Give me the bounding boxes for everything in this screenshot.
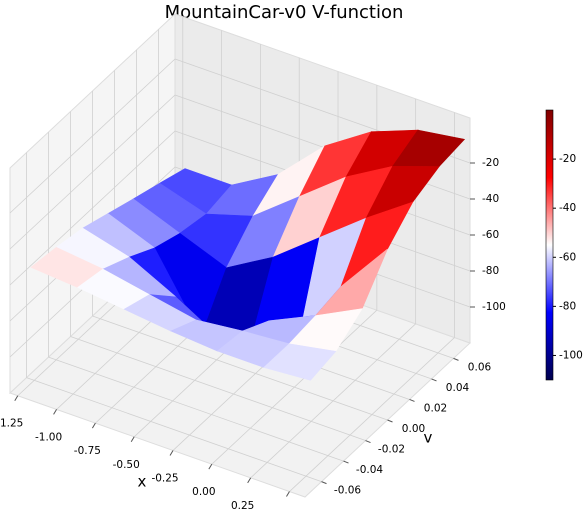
grid-line (26, 377, 322, 482)
y-tick (321, 481, 327, 485)
y-tick (409, 399, 415, 402)
x-tick-label: -1.00 (35, 431, 62, 443)
x-tick-label: -0.25 (151, 472, 178, 484)
y-tick-label: 0.02 (424, 402, 447, 414)
y-tick (343, 460, 349, 464)
y-tick (431, 378, 437, 382)
x-tick-label: -0.75 (74, 445, 101, 457)
y-tick-label: 0.06 (468, 361, 492, 373)
colorbar (545, 109, 554, 381)
grid-line (48, 356, 344, 462)
colorbar-tick-label: -80 (559, 300, 576, 312)
y-tick-label: 0.00 (402, 423, 425, 435)
x-tick (286, 491, 290, 497)
y-tick (387, 419, 393, 423)
y-tick-label: -0.02 (378, 444, 405, 456)
x-tick (53, 409, 58, 415)
z-tick-label: -100 (482, 301, 506, 313)
colorbar-tick-label: -40 (559, 202, 576, 214)
chart-title: MountainCar-v0 V-function (165, 2, 404, 23)
x-tick (247, 477, 252, 484)
x-tick (91, 422, 96, 429)
grid-line (9, 58, 176, 214)
y-tick-label: 0.04 (446, 382, 470, 394)
grid-line (9, 94, 176, 250)
x-tick-label: -1.25 (0, 418, 23, 430)
grid-line (70, 336, 366, 441)
grid-line (9, 130, 176, 286)
z-tick-label: -60 (482, 229, 499, 241)
y-tick-label: -0.06 (334, 485, 361, 497)
y-axis-label: v (424, 429, 433, 447)
colorbar-tick-label: -20 (559, 153, 576, 165)
x-tick-label: 0.25 (231, 500, 254, 512)
y-tick (365, 440, 371, 443)
x-tick-label: -0.50 (113, 459, 140, 471)
x-tick-label: 0.00 (192, 486, 215, 498)
z-tick-label: -40 (482, 193, 499, 205)
grid-line (92, 315, 388, 421)
y-tick (453, 357, 459, 361)
colorbar-tick-label: -100 (559, 349, 583, 361)
x-tick (208, 463, 213, 470)
z-tick-label: -20 (482, 157, 499, 169)
x-axis-label: x (138, 473, 147, 491)
x-tick (130, 436, 135, 443)
x-tick (14, 395, 19, 401)
colorbar-tick-label: -60 (559, 251, 576, 263)
z-tick-label: -80 (482, 265, 499, 277)
y-tick-label: -0.04 (356, 464, 383, 476)
surface-patch (263, 343, 337, 381)
x-tick (169, 450, 174, 456)
